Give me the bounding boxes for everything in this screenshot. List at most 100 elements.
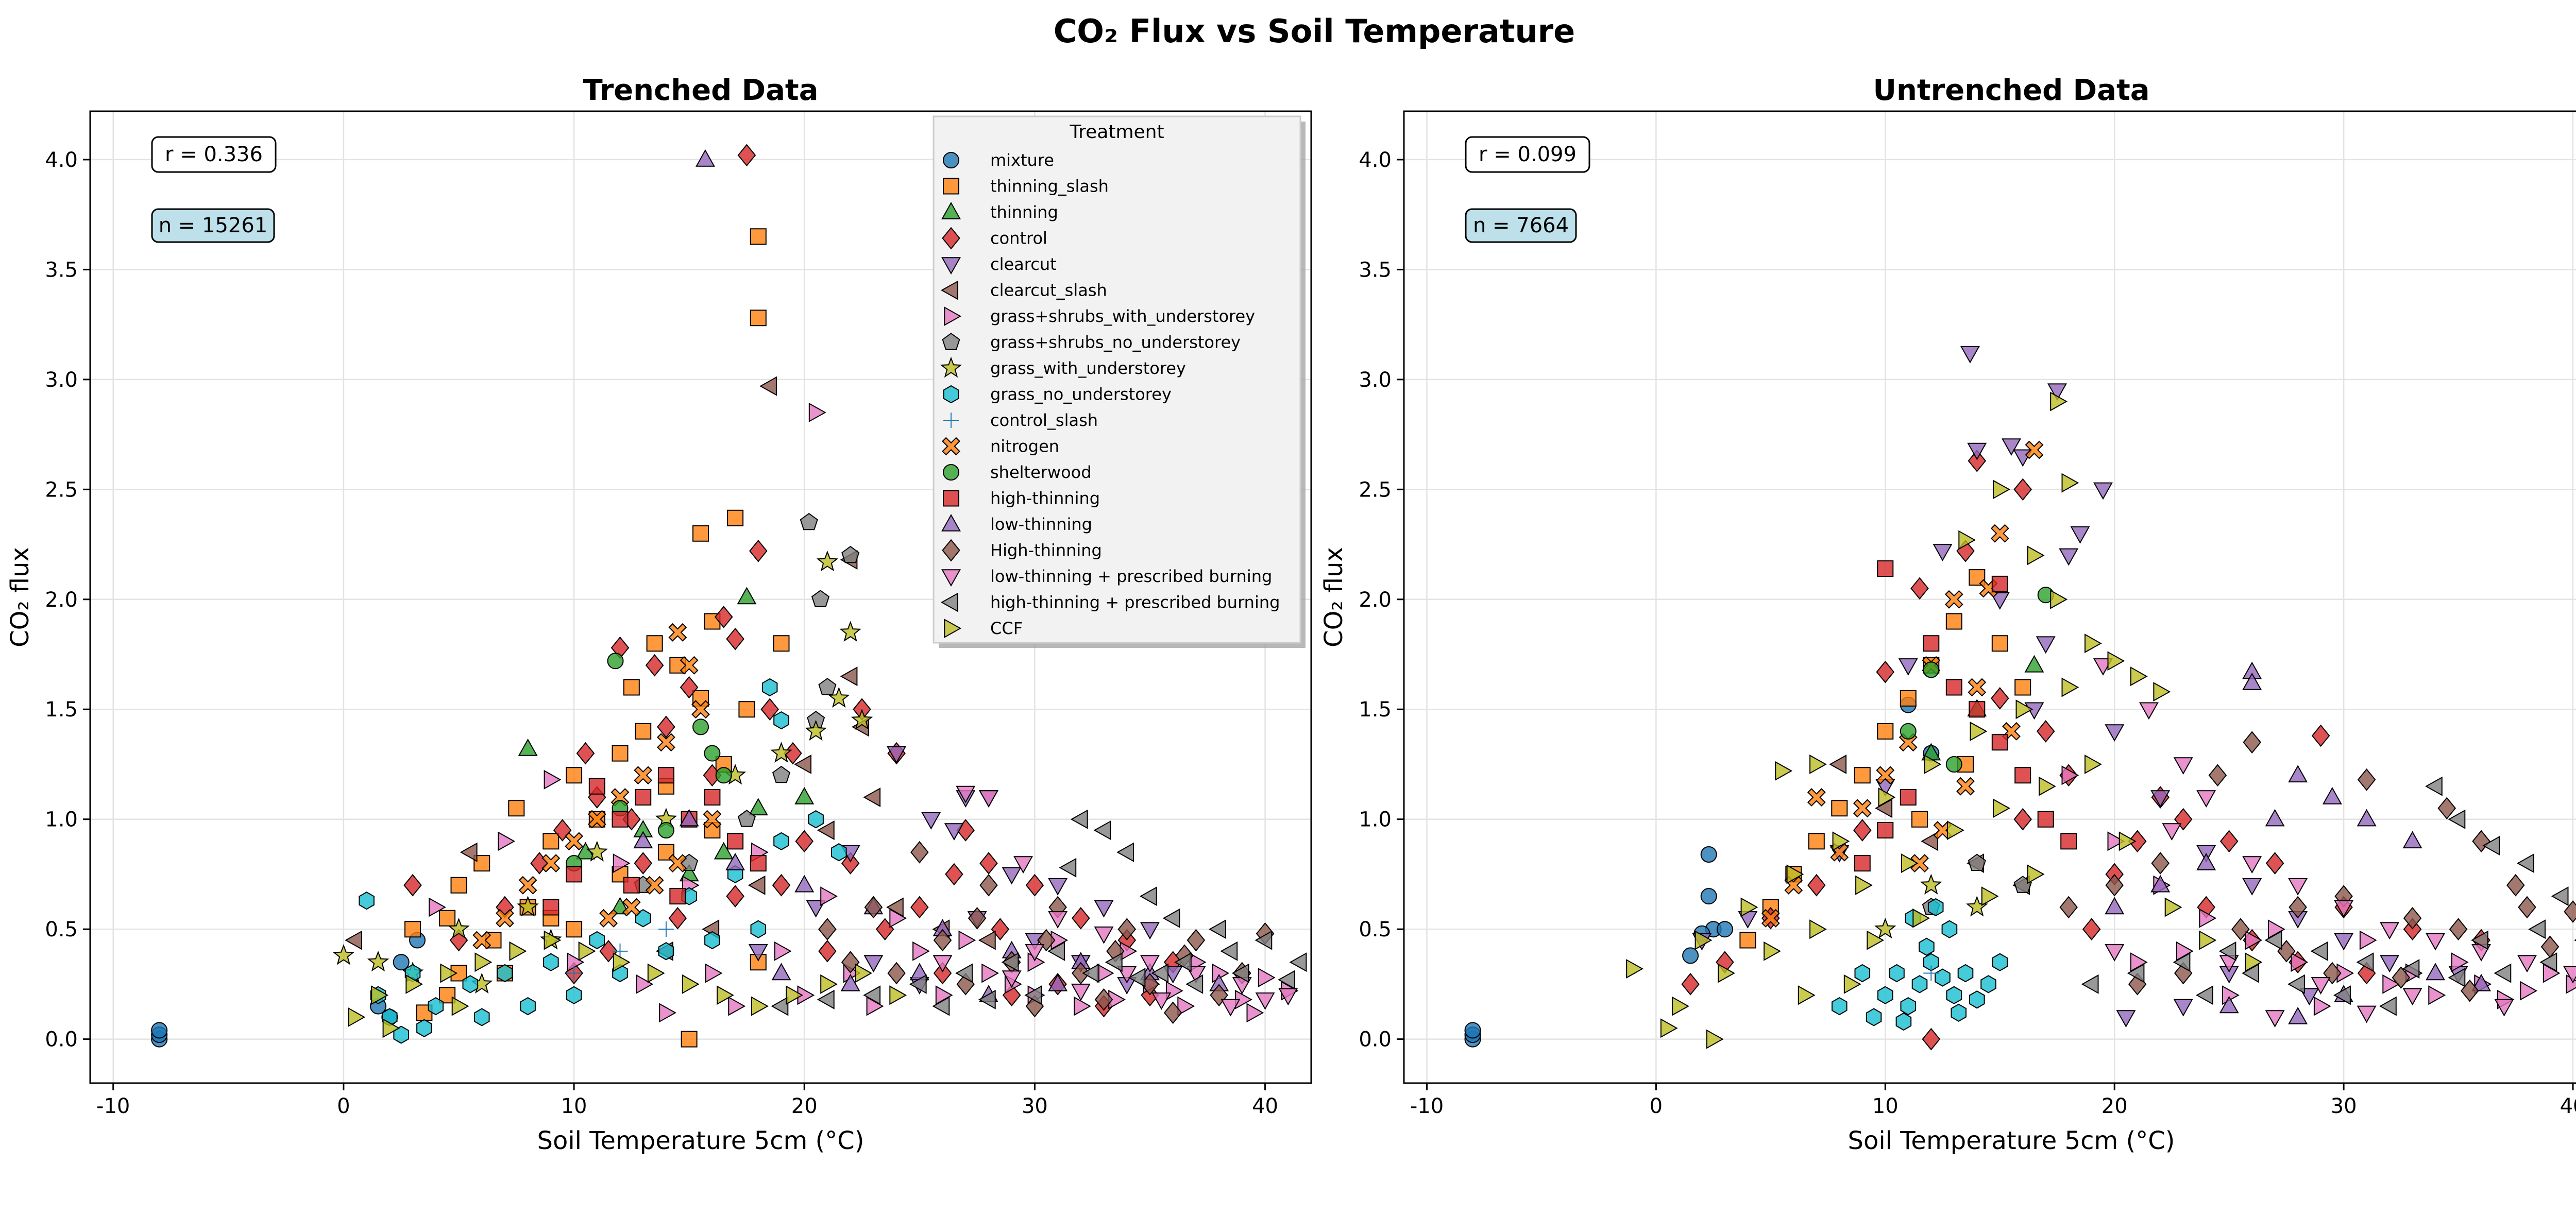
untrenched-point xyxy=(1831,800,1848,817)
trenched-point xyxy=(1209,919,1226,939)
trenched-series-thinning xyxy=(518,587,815,915)
untrenched-point xyxy=(2357,1005,2377,1023)
untrenched-ytick-label: 4.0 xyxy=(1359,148,1392,172)
untrenched-point xyxy=(2243,731,2261,754)
trenched-point xyxy=(794,786,815,804)
trenched-point xyxy=(864,896,883,919)
trenched-point xyxy=(1174,952,1192,972)
legend-marker-clearcut-slash xyxy=(940,280,958,300)
legend-entry-clearcut: clearcut xyxy=(941,254,1057,275)
untrenched-point xyxy=(2322,786,2342,804)
untrenched-point xyxy=(1911,975,1928,994)
untrenched-n-annotation: n = 7664 xyxy=(1465,208,1577,243)
trenched-ytick-label: 1.5 xyxy=(45,698,78,722)
untrenched-axes-frame xyxy=(1403,110,2576,1084)
untrenched-point xyxy=(1992,953,2008,971)
trenched-point xyxy=(817,989,835,1009)
untrenched-point xyxy=(1829,754,1847,774)
trenched-point xyxy=(818,940,837,963)
trenched-points xyxy=(151,144,1307,1048)
legend-entry-grass-with-understorey: grass_with_understorey xyxy=(940,356,1186,378)
legend-label-control-slash: control_slash xyxy=(990,410,1098,430)
untrenched-point xyxy=(1991,687,2009,710)
trenched-point xyxy=(978,790,998,808)
untrenched-point xyxy=(2002,438,2022,456)
untrenched-point xyxy=(2267,919,2285,939)
untrenched-point xyxy=(2426,963,2446,981)
trenched-point xyxy=(612,745,629,762)
trenched-point xyxy=(806,900,826,918)
trenched-point xyxy=(612,943,628,959)
untrenched-point xyxy=(2448,968,2466,988)
trenched-point xyxy=(668,854,687,873)
untrenched-point xyxy=(2084,754,2102,774)
untrenched-point xyxy=(1718,963,1735,983)
untrenched-points xyxy=(1464,346,2576,1051)
trenched-xtick-label: 40 xyxy=(1252,1094,1278,1118)
legend-entry-nitrogen: nitrogen xyxy=(942,437,1059,456)
trenched-r-box xyxy=(151,136,277,173)
untrenched-ytick-label: 1.0 xyxy=(1359,808,1392,832)
trenched-point xyxy=(773,711,789,730)
legend-label-shelterwood: shelterwood xyxy=(990,463,1092,482)
trenched-point xyxy=(851,709,873,730)
trenched-point xyxy=(566,866,583,883)
trenched-point xyxy=(968,907,987,930)
untrenched-point xyxy=(2105,874,2124,897)
untrenched-series-low-thinning xyxy=(2105,661,2492,1024)
trenched-point xyxy=(1002,867,1022,885)
untrenched-point xyxy=(1877,986,1893,1004)
trenched-ytick-label: 0.0 xyxy=(45,1028,78,1052)
legend-label-high-thinning: High-thinning xyxy=(990,541,1102,560)
untrenched-point xyxy=(2334,933,2354,951)
untrenched-ylabel: CO₂ flux xyxy=(1319,547,1348,647)
trenched-point xyxy=(1072,962,1090,985)
trenched-point xyxy=(1093,820,1111,841)
untrenched-point xyxy=(1682,947,1699,964)
untrenched-point xyxy=(2107,831,2125,851)
trenched-xtick-label: 0 xyxy=(337,1094,350,1118)
trenched-series-ccf xyxy=(348,930,907,1038)
untrenched-point xyxy=(1854,767,1871,784)
untrenched-point xyxy=(2379,996,2397,1016)
trenched-point xyxy=(553,819,572,842)
legend-label-thinning-slash: thinning_slash xyxy=(990,177,1109,196)
untrenched-point xyxy=(1716,921,1733,938)
untrenched-series-high-thinning-prescribed-burning xyxy=(2081,776,2576,1016)
trenched-point xyxy=(1177,996,1195,1016)
untrenched-point xyxy=(2289,896,2307,919)
untrenched-point xyxy=(1990,592,2010,610)
trenched-point xyxy=(567,952,585,972)
untrenched-point xyxy=(1945,679,1962,696)
untrenched-point xyxy=(1944,590,1963,609)
trenched-point xyxy=(607,653,624,670)
untrenched-point xyxy=(1895,1012,1912,1031)
untrenched-point xyxy=(2518,896,2536,919)
trenched-point xyxy=(588,778,605,795)
legend-label-nitrogen: nitrogen xyxy=(990,437,1059,456)
untrenched-point xyxy=(1922,1027,1941,1051)
trenched-point xyxy=(889,985,907,1005)
trenched-point xyxy=(345,930,362,950)
trenched-point xyxy=(749,540,768,562)
untrenched-point xyxy=(1867,930,1885,950)
untrenched-point xyxy=(1877,822,1894,838)
trenched-point xyxy=(770,742,792,763)
trenched-point xyxy=(1151,963,1169,983)
untrenched-point xyxy=(1993,479,2010,500)
untrenched-point xyxy=(2392,966,2411,989)
trenched-point xyxy=(737,810,756,827)
untrenched-ytick-label: 3.0 xyxy=(1359,368,1392,392)
trenched-point xyxy=(1024,985,1042,1005)
untrenched-point xyxy=(2027,864,2045,884)
untrenched-point xyxy=(2199,908,2217,928)
trenched-point xyxy=(348,1007,366,1027)
untrenched-point xyxy=(2291,952,2309,972)
trenched-point xyxy=(151,1022,168,1039)
untrenched-point xyxy=(2528,919,2546,939)
legend-title: Treatment xyxy=(1069,122,1164,143)
trenched-series-grass-shrubs-no-understorey xyxy=(634,512,860,893)
untrenched-point xyxy=(1901,853,1919,874)
untrenched-point xyxy=(1933,544,1953,561)
trenched-point xyxy=(1002,970,1022,988)
